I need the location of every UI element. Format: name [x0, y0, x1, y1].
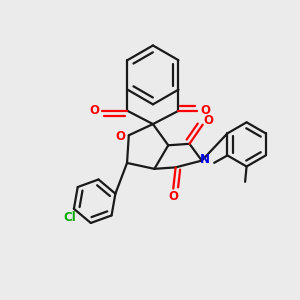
Text: O: O	[168, 190, 178, 203]
Text: O: O	[116, 130, 126, 143]
Text: Cl: Cl	[63, 211, 76, 224]
Text: O: O	[200, 104, 210, 117]
Text: O: O	[203, 114, 213, 127]
Text: N: N	[200, 153, 210, 166]
Text: O: O	[89, 104, 99, 117]
